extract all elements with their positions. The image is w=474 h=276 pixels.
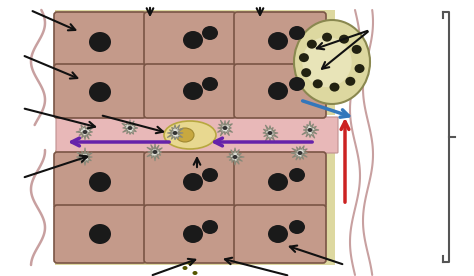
Ellipse shape xyxy=(289,220,305,234)
Bar xyxy=(55,10,335,115)
FancyBboxPatch shape xyxy=(144,64,236,118)
Ellipse shape xyxy=(202,26,218,40)
FancyBboxPatch shape xyxy=(144,205,236,263)
Ellipse shape xyxy=(301,68,311,77)
Ellipse shape xyxy=(346,77,356,86)
Ellipse shape xyxy=(188,261,192,265)
Ellipse shape xyxy=(202,77,218,91)
Ellipse shape xyxy=(153,150,157,154)
Ellipse shape xyxy=(313,79,323,88)
Ellipse shape xyxy=(202,220,218,234)
Ellipse shape xyxy=(222,126,228,130)
Ellipse shape xyxy=(339,35,349,44)
FancyBboxPatch shape xyxy=(54,64,146,118)
Ellipse shape xyxy=(89,224,111,244)
Ellipse shape xyxy=(192,271,198,275)
Ellipse shape xyxy=(268,173,288,191)
Ellipse shape xyxy=(183,173,203,191)
FancyBboxPatch shape xyxy=(54,12,146,68)
Ellipse shape xyxy=(202,168,218,182)
Ellipse shape xyxy=(355,64,365,73)
Ellipse shape xyxy=(128,126,133,130)
FancyBboxPatch shape xyxy=(144,152,236,208)
Ellipse shape xyxy=(182,266,188,270)
Ellipse shape xyxy=(308,128,312,132)
Polygon shape xyxy=(227,148,244,165)
Polygon shape xyxy=(76,125,92,140)
Ellipse shape xyxy=(233,155,237,159)
Ellipse shape xyxy=(164,121,216,149)
FancyBboxPatch shape xyxy=(234,12,326,68)
Polygon shape xyxy=(263,125,278,141)
FancyBboxPatch shape xyxy=(54,205,146,263)
Polygon shape xyxy=(76,148,92,165)
Ellipse shape xyxy=(322,33,332,42)
Ellipse shape xyxy=(289,26,305,40)
Ellipse shape xyxy=(289,168,305,182)
Ellipse shape xyxy=(183,31,203,49)
Polygon shape xyxy=(147,144,163,161)
Bar xyxy=(55,150,335,265)
Polygon shape xyxy=(302,121,319,138)
FancyBboxPatch shape xyxy=(54,152,146,208)
Ellipse shape xyxy=(89,82,111,102)
Ellipse shape xyxy=(268,225,288,243)
Ellipse shape xyxy=(289,77,305,91)
Polygon shape xyxy=(167,125,183,140)
Ellipse shape xyxy=(176,128,194,142)
FancyBboxPatch shape xyxy=(234,152,326,208)
Ellipse shape xyxy=(183,225,203,243)
FancyBboxPatch shape xyxy=(234,64,326,118)
Polygon shape xyxy=(122,120,138,134)
Ellipse shape xyxy=(82,130,88,134)
Ellipse shape xyxy=(352,45,362,54)
Ellipse shape xyxy=(267,131,273,135)
Polygon shape xyxy=(291,146,308,160)
Ellipse shape xyxy=(298,151,302,155)
Ellipse shape xyxy=(89,32,111,52)
FancyBboxPatch shape xyxy=(234,205,326,263)
Ellipse shape xyxy=(89,172,111,192)
Ellipse shape xyxy=(268,32,288,50)
FancyBboxPatch shape xyxy=(56,117,338,153)
Ellipse shape xyxy=(268,82,288,100)
Ellipse shape xyxy=(173,131,177,135)
FancyBboxPatch shape xyxy=(144,12,236,68)
Polygon shape xyxy=(218,120,233,136)
Ellipse shape xyxy=(329,83,339,92)
Ellipse shape xyxy=(307,40,317,49)
Ellipse shape xyxy=(299,53,309,62)
Ellipse shape xyxy=(302,37,352,87)
Ellipse shape xyxy=(82,155,88,159)
Ellipse shape xyxy=(294,20,370,104)
Ellipse shape xyxy=(183,82,203,100)
